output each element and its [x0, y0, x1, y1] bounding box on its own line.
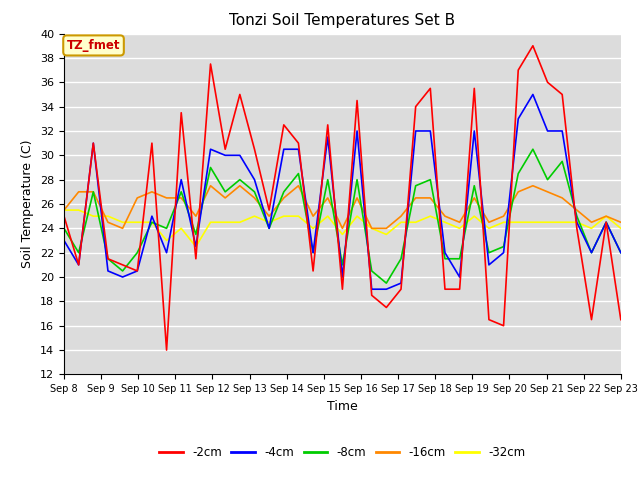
Legend: -2cm, -4cm, -8cm, -16cm, -32cm: -2cm, -4cm, -8cm, -16cm, -32cm [154, 442, 531, 464]
Title: Tonzi Soil Temperatures Set B: Tonzi Soil Temperatures Set B [229, 13, 456, 28]
Y-axis label: Soil Temperature (C): Soil Temperature (C) [22, 140, 35, 268]
Text: TZ_fmet: TZ_fmet [67, 39, 120, 52]
X-axis label: Time: Time [327, 400, 358, 413]
